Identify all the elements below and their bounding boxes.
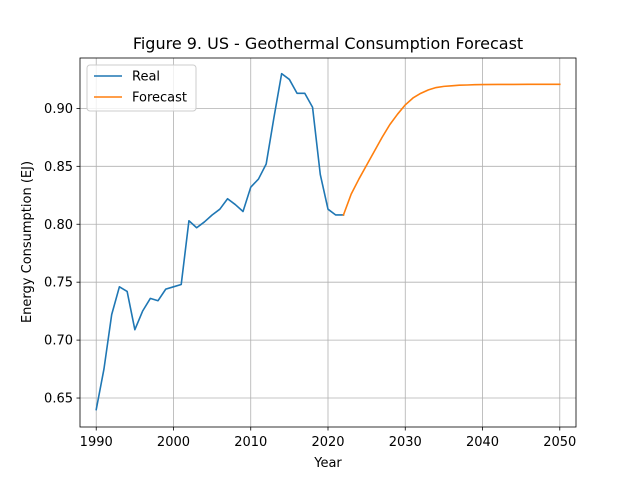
x-tick-label: 2050	[543, 435, 576, 450]
y-tick-label: 0.80	[44, 218, 73, 233]
x-tick-label: 2000	[157, 435, 190, 450]
series-line-forecast	[342, 83, 561, 217]
y-axis: 0.65 0.70 0.75 0.80 0.85 0.90	[44, 102, 80, 407]
y-tick-label: 0.90	[44, 102, 73, 117]
x-tick-label: 1990	[80, 435, 113, 450]
x-axis-label: Year	[313, 456, 342, 471]
legend: Real Forecast	[86, 64, 197, 112]
y-axis-label: Energy Consumption (EJ)	[20, 161, 35, 323]
y-tick-label: 0.85	[44, 160, 73, 175]
x-axis: 1990 2000 2010 2020 2030 2040 2050	[80, 427, 576, 450]
legend-label-real: Real	[132, 70, 160, 85]
series-line-real	[95, 72, 345, 411]
chart-title: Figure 9. US - Geothermal Consumption Fo…	[133, 34, 523, 53]
grid	[80, 58, 576, 427]
x-tick-label: 2040	[466, 435, 499, 450]
x-tick-label: 2020	[311, 435, 344, 450]
series-lines	[95, 72, 561, 411]
y-tick-label: 0.70	[44, 334, 73, 349]
y-tick-label: 0.65	[44, 392, 73, 407]
x-tick-label: 2010	[234, 435, 267, 450]
y-tick-label: 0.75	[44, 276, 73, 291]
x-tick-label: 2030	[389, 435, 422, 450]
legend-label-forecast: Forecast	[132, 91, 187, 106]
